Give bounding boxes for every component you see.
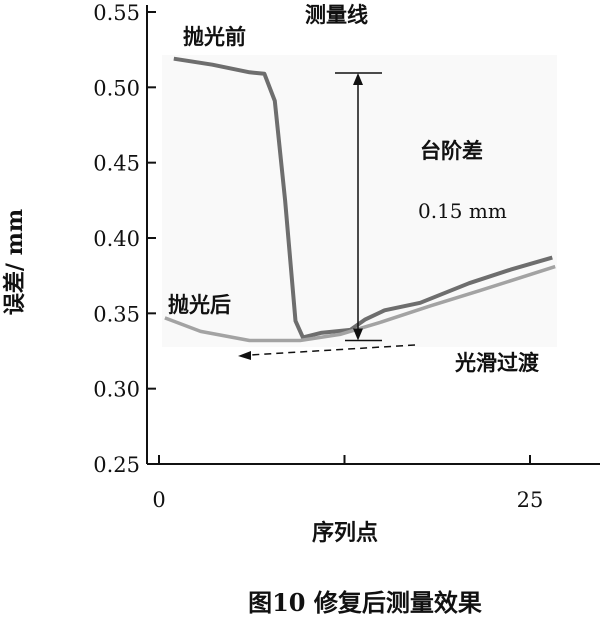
- chart-title: 图10 修复后测量效果: [248, 588, 482, 617]
- y-tick-label: 0.25: [93, 453, 140, 477]
- y-tick-label: 0.45: [93, 152, 140, 176]
- step-value: 0.15 mm: [418, 199, 507, 223]
- step-label: 台阶差: [420, 138, 483, 163]
- y-tick-label: 0.40: [93, 227, 140, 251]
- x-tick-label: 0: [152, 488, 165, 512]
- series-line-0: [173, 56, 553, 340]
- y-tick-label: 0.35: [93, 302, 140, 326]
- series-line-1: [164, 264, 556, 343]
- smooth-arrow-head: [238, 351, 251, 360]
- x-axis-label: 序列点: [312, 520, 378, 546]
- smooth-label: 光滑过渡: [454, 350, 540, 375]
- x-tick-label: 25: [517, 488, 544, 512]
- y-tick-label: 0.50: [93, 76, 140, 100]
- step-arrow-down-head: [353, 328, 363, 341]
- measure-line-label: 测量线: [305, 2, 368, 27]
- plot-inset: [162, 55, 557, 347]
- y-tick-label: 0.30: [93, 378, 140, 402]
- step-arrow-up-head: [353, 73, 363, 86]
- legend-after: 抛光后: [168, 292, 231, 317]
- smooth-dashed-arrow: [249, 344, 416, 356]
- y-axis-label: 误差/ mm: [2, 209, 28, 315]
- legend-before: 抛光前: [183, 24, 246, 49]
- y-tick-label: 0.55: [93, 1, 140, 25]
